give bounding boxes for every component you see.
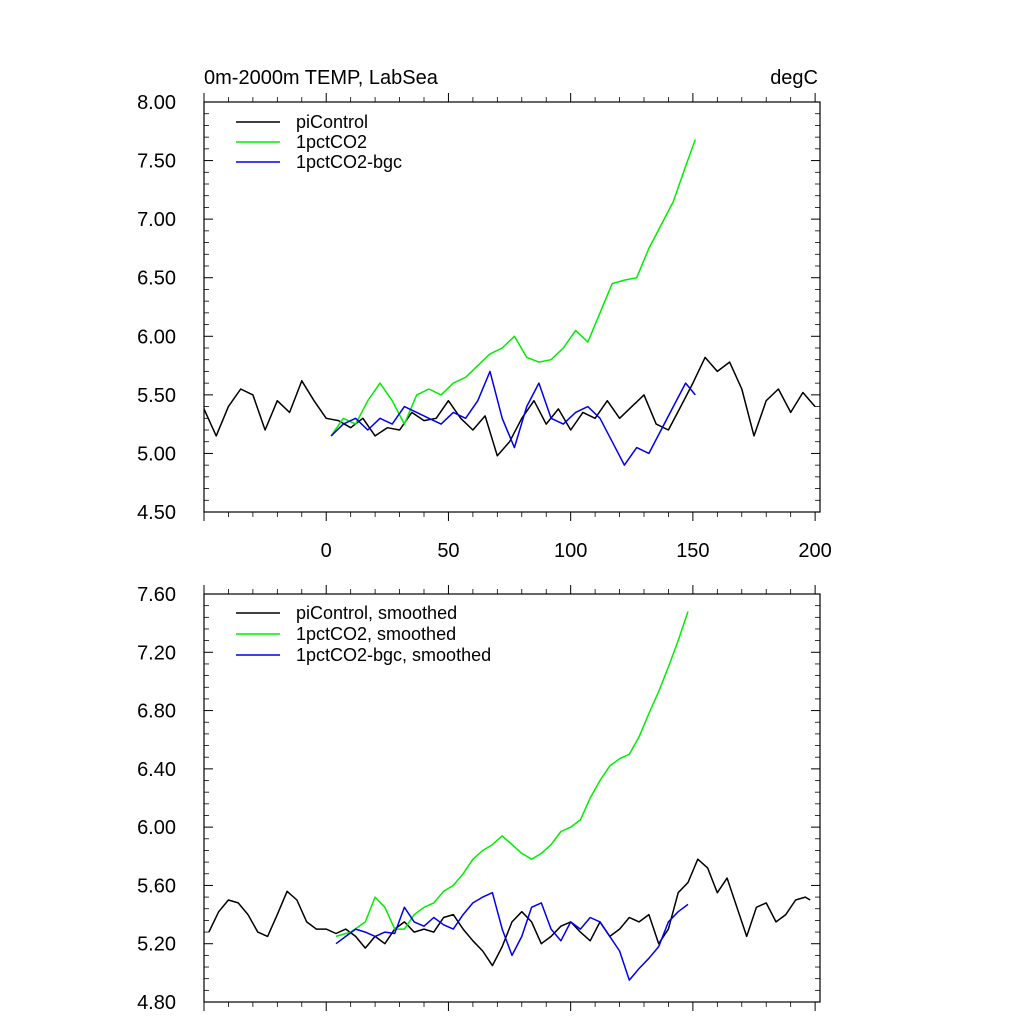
x-tick-label: 200 bbox=[798, 540, 831, 562]
y-tick-label: 7.60 bbox=[137, 584, 176, 606]
y-tick-label: 4.80 bbox=[137, 992, 176, 1014]
x-tick-label: 100 bbox=[554, 540, 587, 562]
y-tick-label: 5.00 bbox=[137, 443, 176, 465]
legend-label: piControl bbox=[296, 112, 368, 132]
legend-label: 1pctCO2, smoothed bbox=[296, 624, 456, 644]
x-tick-label: 150 bbox=[676, 540, 709, 562]
x-tick-label: 0 bbox=[321, 540, 332, 562]
series-line-1pctco2 bbox=[330, 139, 697, 437]
series-line-1pctco2-bgc bbox=[330, 370, 696, 466]
units-label: degC bbox=[770, 67, 818, 89]
y-tick-label: 6.00 bbox=[137, 326, 176, 348]
y-tick-label: 8.00 bbox=[137, 92, 176, 114]
series-line-picontrol-smoothed bbox=[208, 858, 811, 967]
y-tick-label: 4.50 bbox=[137, 502, 176, 524]
legend-label: 1pctCO2-bgc bbox=[296, 152, 402, 172]
x-tick-label: 50 bbox=[437, 540, 459, 562]
legend-label: piControl, smoothed bbox=[296, 603, 457, 623]
legend-label: 1pctCO2 bbox=[296, 132, 367, 152]
chart-title: 0m-2000m TEMP, LabSea bbox=[204, 67, 439, 89]
y-tick-label: 6.40 bbox=[137, 759, 176, 781]
y-tick-label: 5.60 bbox=[137, 875, 176, 897]
y-tick-label: 5.50 bbox=[137, 385, 176, 407]
series-line-1pctco2-smoothed bbox=[335, 611, 689, 938]
top-panel: 4.50 5.00 5.50 6.00 6.50 7.00 7.50 8.00 0 50 100 15… bbox=[137, 67, 832, 562]
y-tick-label: 7.20 bbox=[137, 642, 176, 664]
series-line-picontrol bbox=[203, 356, 816, 457]
series-line-1pctco2-bgc-smoothed bbox=[335, 891, 689, 981]
y-tick-label: 5.20 bbox=[137, 934, 176, 956]
bottom-panel: 4.80 5.20 5.60 6.00 6.40 6.80 7.20 7.60 piContro… bbox=[137, 584, 821, 1014]
y-tick-label: 7.00 bbox=[137, 209, 176, 231]
plot-frame bbox=[203, 101, 821, 513]
y-tick-label: 7.50 bbox=[137, 151, 176, 173]
y-tick-label: 6.80 bbox=[137, 701, 176, 723]
plot-frame bbox=[203, 593, 821, 1003]
legend-label: 1pctCO2-bgc, smoothed bbox=[296, 645, 491, 665]
y-tick-label: 6.50 bbox=[137, 268, 176, 290]
y-tick-label: 6.00 bbox=[137, 817, 176, 839]
